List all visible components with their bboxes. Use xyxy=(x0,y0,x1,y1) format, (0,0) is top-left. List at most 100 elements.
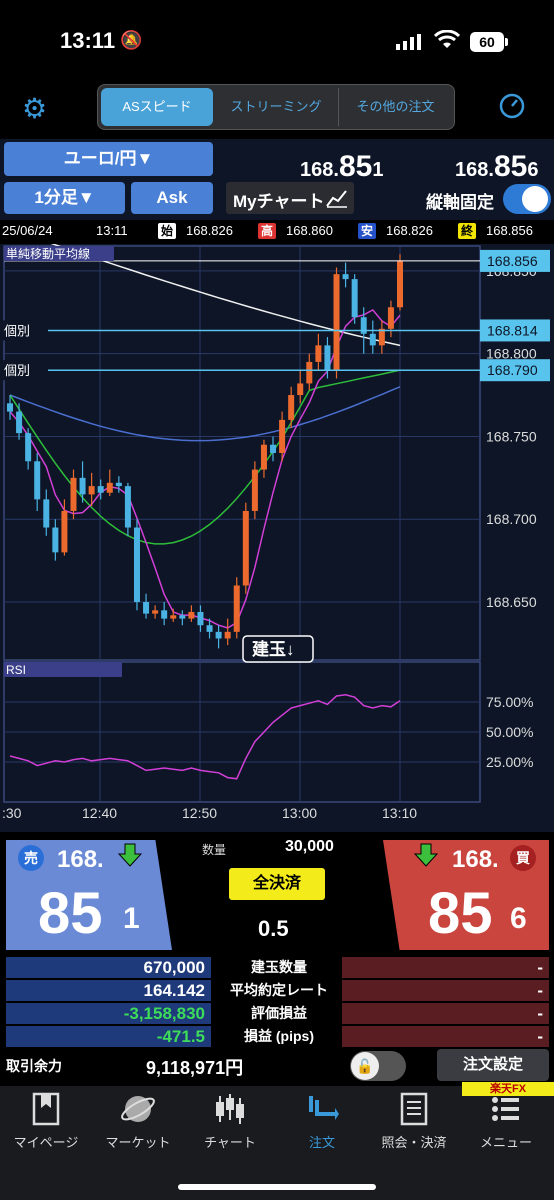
bottom-tab-bar xyxy=(0,1086,554,1200)
candle-body xyxy=(16,411,23,434)
bid-small: 1 xyxy=(372,159,384,181)
quantity-value[interactable]: 30,000 xyxy=(285,838,334,855)
margin-label: 取引余力 xyxy=(6,1058,62,1074)
candle-body xyxy=(387,307,394,329)
order-icon xyxy=(276,1092,368,1132)
price-line-label: 個別 xyxy=(4,323,30,338)
toggle-knob xyxy=(522,186,548,212)
ask-bid-toggle[interactable]: Ask xyxy=(131,182,213,214)
price-plot-frame xyxy=(3,245,481,661)
candle-body xyxy=(333,274,340,371)
indicator-label: 単純移動平均線 xyxy=(6,246,90,261)
x-tick-label: 13:00 xyxy=(282,805,317,821)
candle-body xyxy=(224,631,231,639)
tab-market[interactable]: マーケット xyxy=(92,1092,184,1151)
ask-prefix: 168. xyxy=(455,159,494,181)
rsi-tick-label: 50.00% xyxy=(486,724,533,740)
price-line-label-bg xyxy=(0,320,48,341)
ohlc-high: 168.860 xyxy=(286,223,333,238)
my-chart-button[interactable]: Myチャート xyxy=(226,182,354,214)
candle-body xyxy=(25,433,32,462)
order-settings-button[interactable]: 注文設定 xyxy=(437,1049,549,1081)
fixed-axis-label: 縦軸固定 xyxy=(426,193,494,212)
y-tick-label: 168.750 xyxy=(486,428,537,444)
status-time: 13:11 xyxy=(60,28,116,53)
candle-body xyxy=(342,274,349,280)
tab-other-orders[interactable]: その他の注文 xyxy=(338,88,452,126)
tab-as-speed[interactable]: ASスピード xyxy=(101,88,213,126)
candle-body xyxy=(52,527,59,553)
y-tick-label: 168.650 xyxy=(486,594,537,610)
tab-streaming[interactable]: ストリーミング xyxy=(230,99,322,114)
currency-pair-select[interactable]: ユーロ/円▼ xyxy=(4,142,213,176)
position-row: 164.142 平均約定レート - xyxy=(6,980,549,1002)
sell-big: 85 xyxy=(38,881,103,946)
buy-small: 6 xyxy=(510,902,527,935)
candle-body xyxy=(133,527,140,603)
timeframe-select[interactable]: 1分足▼ xyxy=(4,182,125,214)
price-line-label-bg xyxy=(0,360,48,381)
candle-body xyxy=(188,611,195,619)
candle-body xyxy=(288,395,295,420)
candle-body xyxy=(251,469,258,511)
price-chart[interactable]: 168.850168.800168.750168.700168.650個別168… xyxy=(0,228,554,832)
y-tick-label: 168.800 xyxy=(486,346,537,362)
tab-menu[interactable]: メニュー xyxy=(460,1092,552,1151)
list-icon xyxy=(368,1092,460,1132)
position-row: -471.5 損益 (pips) - xyxy=(6,1026,549,1048)
lock-icon: 🔓 xyxy=(351,1052,379,1080)
candle-body xyxy=(397,260,403,308)
candle-body xyxy=(315,345,322,362)
row-left-value: -3,158,830 xyxy=(6,1003,211,1024)
tab-inquiry[interactable]: 照会・決済 xyxy=(368,1092,460,1151)
ohlc-close: 168.856 xyxy=(486,223,533,238)
bid-price: 168.851 xyxy=(300,150,383,184)
tab-mypage[interactable]: マイページ xyxy=(0,1092,92,1151)
sma-5-line xyxy=(9,308,401,629)
margin-value: 9,118,971円 xyxy=(146,1058,244,1078)
rsi-label: RSI xyxy=(6,663,26,677)
candle-body xyxy=(97,486,104,493)
ohlc-open: 168.826 xyxy=(186,223,233,238)
row-right-value: - xyxy=(342,1026,549,1047)
close-tag: 終 xyxy=(458,223,477,239)
down-arrow-icon xyxy=(117,842,143,873)
brand-label: 楽天FX xyxy=(462,1082,554,1096)
x-tick-label: 13:10 xyxy=(382,805,417,821)
gear-icon[interactable]: ⚙ xyxy=(22,93,48,124)
tab-order[interactable]: 注文 xyxy=(276,1092,368,1151)
row-left-value: 164.142 xyxy=(6,980,211,1001)
candle-body xyxy=(61,510,68,553)
down-arrow-icon xyxy=(413,842,439,873)
candle-body xyxy=(260,444,267,470)
row-label: 建玉数量 xyxy=(251,959,307,975)
candle-body xyxy=(270,444,277,453)
candle-body xyxy=(215,631,222,639)
candle-body xyxy=(106,482,113,493)
price-line-label: 個別 xyxy=(4,363,30,378)
row-left-value: -471.5 xyxy=(6,1026,211,1047)
order-type-tabs: ASスピード ストリーミング その他の注文 xyxy=(97,84,455,130)
position-button-label: 建玉↓ xyxy=(252,639,295,659)
close-all-button[interactable]: 全決済 xyxy=(229,868,325,900)
candle-body xyxy=(279,419,286,453)
ask-big: 85 xyxy=(493,150,528,183)
candle-body xyxy=(369,333,376,346)
y-tick-label: 168.700 xyxy=(486,511,537,527)
buy-badge: 買 xyxy=(510,845,536,871)
buy-big: 85 xyxy=(428,881,493,946)
row-right-value: - xyxy=(342,1003,549,1024)
tab-chart[interactable]: チャート xyxy=(184,1092,276,1151)
position-button xyxy=(242,635,314,663)
quantity-label: 数量 xyxy=(202,843,227,857)
row-label: 評価損益 xyxy=(251,1005,307,1021)
candle-body xyxy=(170,615,177,619)
open-tag: 始 xyxy=(158,223,177,239)
ohlc-time: 13:11 xyxy=(96,223,128,238)
tab-label: チャート xyxy=(204,1135,256,1150)
bell-muted-icon: 🔕 xyxy=(120,30,143,50)
speedometer-icon[interactable] xyxy=(498,92,526,127)
candle-body xyxy=(70,477,77,511)
ohlc-low: 168.826 xyxy=(386,223,433,238)
indicator-label-bg xyxy=(4,246,114,261)
